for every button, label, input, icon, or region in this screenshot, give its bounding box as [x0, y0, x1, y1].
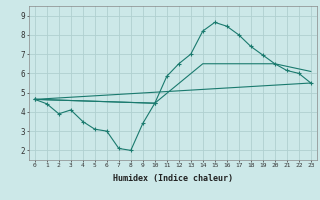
X-axis label: Humidex (Indice chaleur): Humidex (Indice chaleur): [113, 174, 233, 183]
